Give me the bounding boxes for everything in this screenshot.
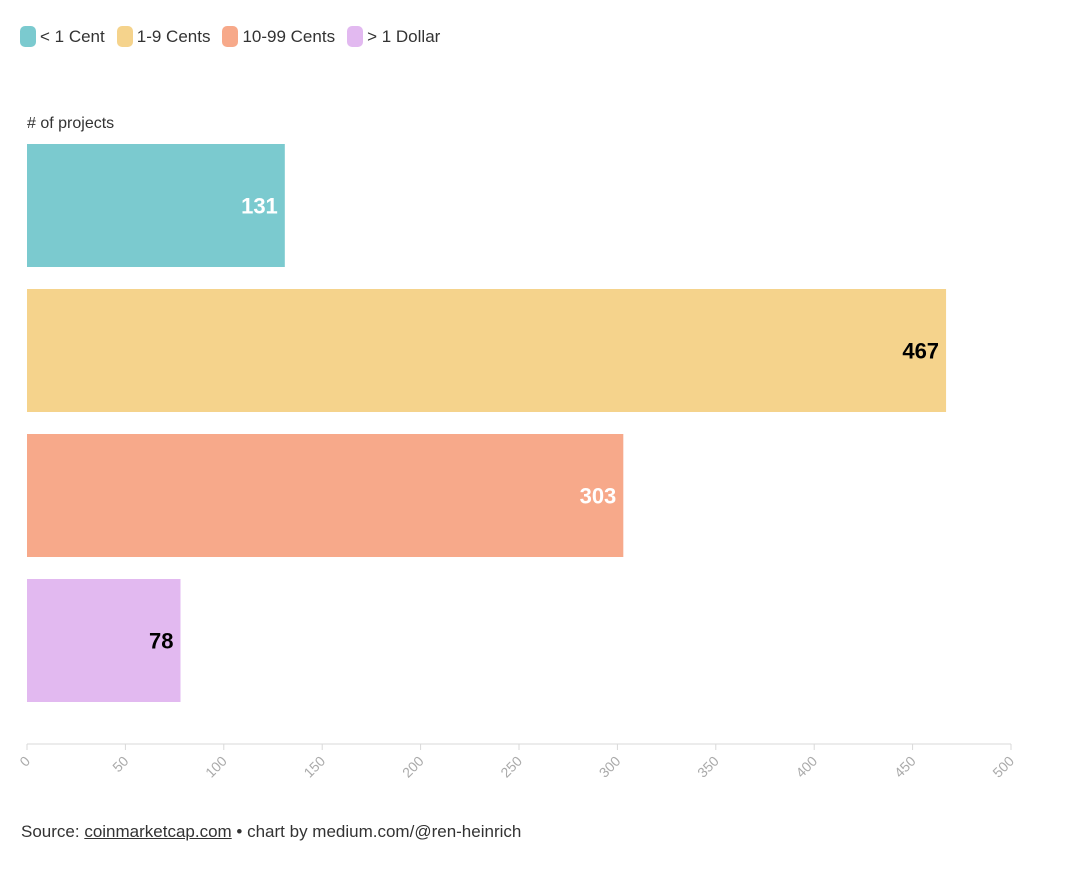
legend-swatch [20,26,36,47]
bar-value-label: 467 [902,339,939,364]
x-tick-label: 350 [694,753,722,781]
bar-3[interactable] [27,579,181,702]
x-tick-label: 0 [16,753,33,770]
bar-1[interactable] [27,289,947,412]
source-suffix: • chart by medium.com/@ren-heinrich [231,822,522,841]
y-axis-label: # of projects [27,115,114,132]
legend-swatch [116,26,133,47]
bar-value-label: 78 [149,629,173,654]
bar-2[interactable] [27,434,624,557]
bar-value-label: 303 [580,484,617,509]
x-tick-label: 100 [202,753,230,781]
x-tick-label: 150 [300,753,328,781]
source-link[interactable]: coinmarketcap.com [84,822,232,841]
chart-legend: < 1 Cent 1-9 Cents 10-99 Cents > 1 Dolla… [20,26,440,47]
bar-chart: # of projects 131 467 303 78 0 50 100 150 200 250 3… [16,115,1017,781]
source-prefix: Source: [21,822,85,841]
x-tick-label: 500 [989,753,1017,781]
bar-0[interactable] [27,144,285,267]
legend-item-over-1-dollar[interactable]: > 1 Dollar [347,26,440,47]
legend-label: 10-99 Cents [242,26,336,46]
x-tick-label: 200 [399,753,427,781]
legend-label: > 1 Dollar [367,26,441,46]
legend-item-10-99-cents[interactable]: 10-99 Cents [222,26,335,47]
x-tick-label: 250 [497,753,525,781]
legend-item-1-9-cents[interactable]: 1-9 Cents [116,26,211,47]
x-tick-label: 400 [792,753,820,781]
legend-swatch [222,26,239,47]
source-credit: Source: coinmarketcap.com • chart by med… [21,822,521,842]
legend-label: < 1 Cent [40,26,105,46]
x-tick-label: 50 [109,753,131,775]
x-tick-label: 300 [596,753,624,781]
legend-label: 1-9 Cents [136,26,211,46]
x-tick-label: 450 [891,753,919,781]
legend-item-under-1-cent[interactable]: < 1 Cent [20,26,105,47]
bar-value-label: 131 [241,194,278,219]
legend-swatch [347,26,364,47]
